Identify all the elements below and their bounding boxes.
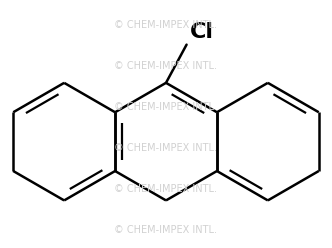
Text: © CHEM-IMPEX INTL.: © CHEM-IMPEX INTL.: [115, 184, 217, 194]
Text: © CHEM-IMPEX INTL.: © CHEM-IMPEX INTL.: [115, 143, 217, 153]
Text: © CHEM-IMPEX INTL.: © CHEM-IMPEX INTL.: [115, 61, 217, 71]
Text: Cl: Cl: [190, 22, 213, 42]
Text: © CHEM-IMPEX INTL.: © CHEM-IMPEX INTL.: [115, 20, 217, 30]
Text: © CHEM-IMPEX INTL.: © CHEM-IMPEX INTL.: [115, 102, 217, 112]
Text: © CHEM-IMPEX INTL.: © CHEM-IMPEX INTL.: [115, 225, 217, 235]
